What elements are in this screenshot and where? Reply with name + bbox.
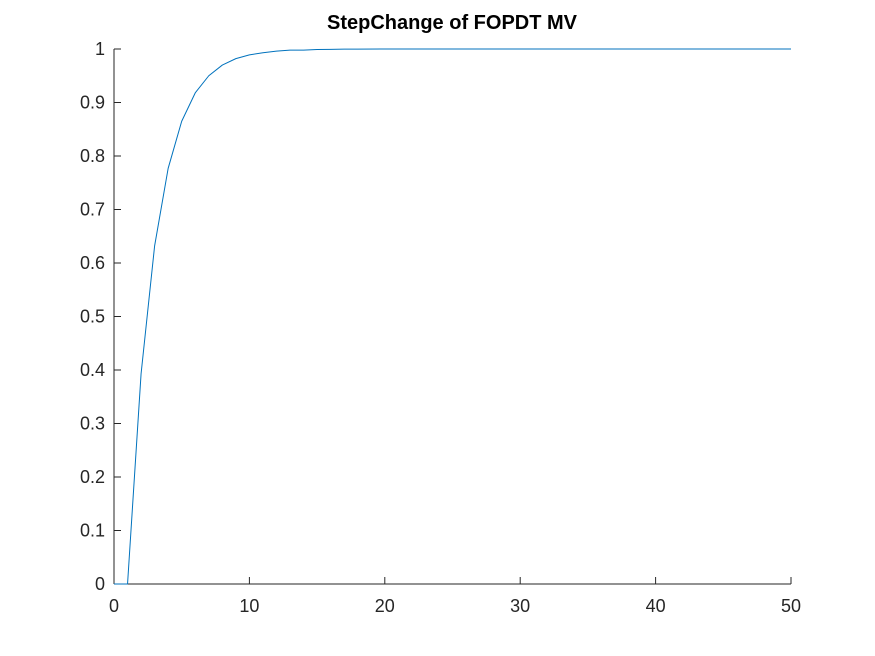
y-tick-label: 0.6 [80,253,105,273]
x-tick-label: 40 [646,596,666,616]
x-tick-label: 20 [375,596,395,616]
y-tick-label: 0.4 [80,360,105,380]
y-tick-label: 0.5 [80,307,105,327]
y-tick-label: 0.3 [80,414,105,434]
y-tick-label: 1 [95,39,105,59]
series-line-1 [114,48,791,585]
x-tick-label: 50 [781,596,801,616]
y-tick-label: 0.8 [80,146,105,166]
axes [113,49,791,585]
y-ticks: 0 0.1 0.2 0.3 0.4 0.5 0.6 0.7 0.8 0.9 1 [80,39,121,594]
x-tick-label: 10 [239,596,259,616]
x-ticks: 0 10 20 30 40 50 [109,577,801,616]
y-tick-label: 0.2 [80,467,105,487]
y-tick-label: 0.9 [80,93,105,113]
y-tick-label: 0.1 [80,521,105,541]
chart-title: StepChange of FOPDT MV [327,12,578,34]
y-tick-label: 0 [95,574,105,594]
y-tick-label: 0.7 [80,200,105,220]
series-layer [114,48,791,585]
x-tick-label: 0 [109,596,119,616]
x-tick-label: 30 [510,596,530,616]
